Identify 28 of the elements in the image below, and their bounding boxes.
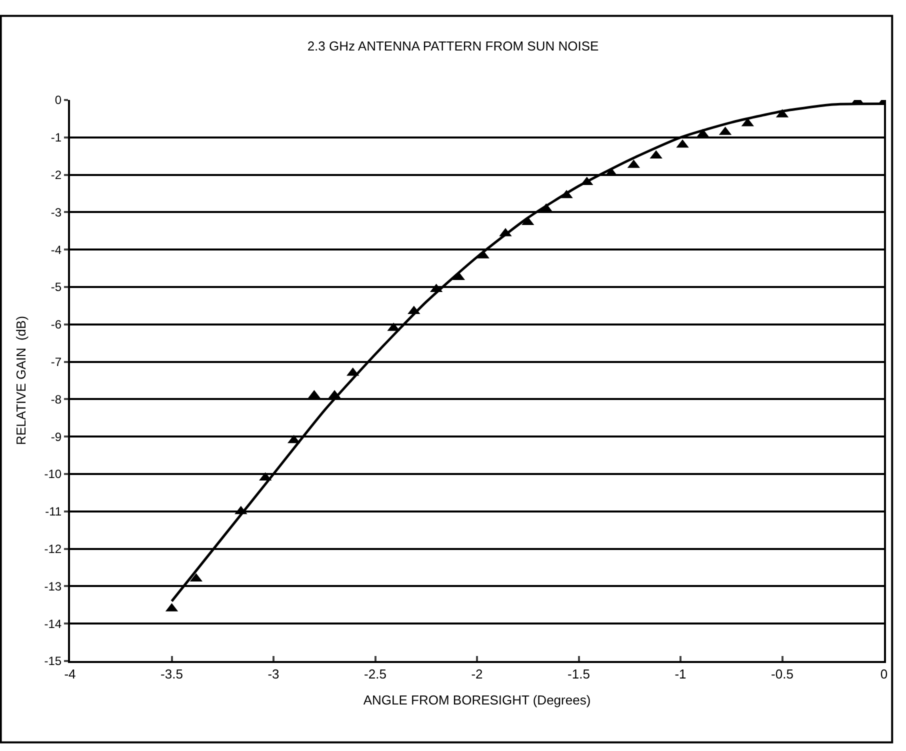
y-tick-label: -12 bbox=[44, 542, 62, 556]
y-tick-label: -9 bbox=[50, 430, 62, 444]
y-axis-title: RELATIVE GAIN (dB) bbox=[14, 316, 29, 446]
y-tick-label: -4 bbox=[50, 242, 62, 257]
x-tick-label: -3.5 bbox=[160, 666, 183, 682]
y-tick-label: -14 bbox=[44, 616, 62, 631]
y-tick-label: -6 bbox=[50, 318, 62, 332]
y-tick-label: -1 bbox=[50, 130, 62, 145]
y-tick-label: 0 bbox=[54, 93, 62, 108]
y-tick-label: -3 bbox=[50, 205, 62, 220]
y-tick-label: -5 bbox=[50, 280, 62, 294]
x-tick-label: -1 bbox=[674, 666, 686, 682]
x-tick-label: -2.5 bbox=[364, 666, 386, 682]
chart-title: 2.3 GHz ANTENNA PATTERN FROM SUN NOISE bbox=[307, 38, 599, 54]
y-tick-label: -11 bbox=[45, 504, 62, 519]
y-tick-label: -10 bbox=[44, 467, 62, 482]
x-tick-label: -1.5 bbox=[568, 666, 590, 682]
x-tick-label: -2 bbox=[471, 666, 483, 682]
x-tick-label: -4 bbox=[64, 666, 76, 682]
x-tick-label: 0 bbox=[880, 666, 888, 682]
y-tick-label: -13 bbox=[44, 579, 62, 594]
x-tick-label: -0.5 bbox=[771, 666, 794, 682]
x-tick-label: -3 bbox=[268, 666, 280, 682]
y-tick-label: -2 bbox=[50, 168, 62, 182]
y-tick-label: -7 bbox=[50, 355, 62, 369]
y-tick-label: -15 bbox=[44, 654, 62, 668]
x-axis-title: ANGLE FROM BORESIGHT (Degrees) bbox=[363, 692, 591, 708]
y-tick-label: -8 bbox=[50, 392, 62, 406]
